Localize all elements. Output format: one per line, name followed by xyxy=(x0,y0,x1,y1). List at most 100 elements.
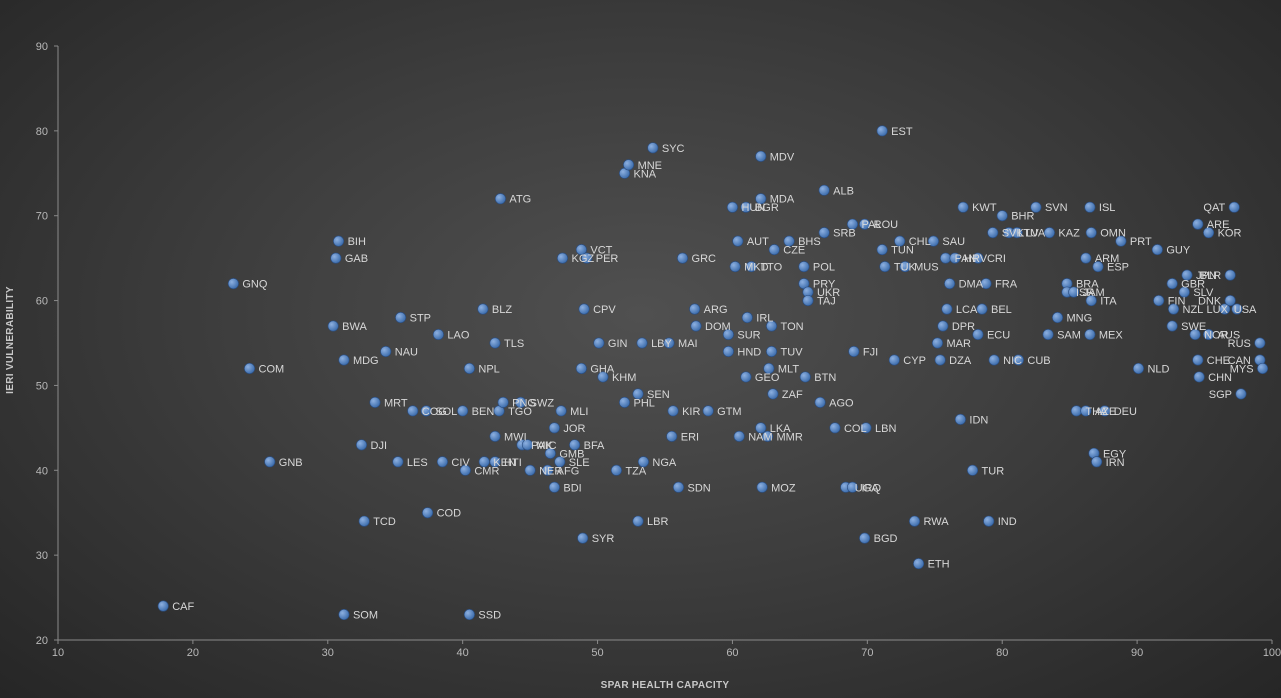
data-label: ROU xyxy=(874,219,899,231)
data-point xyxy=(879,261,891,273)
data-label: LCA xyxy=(956,304,978,316)
data-point xyxy=(1043,227,1055,239)
data-point xyxy=(1219,303,1231,315)
data-point xyxy=(432,329,444,341)
data-label: GMB xyxy=(559,448,584,460)
data-label: FIN xyxy=(1168,296,1186,308)
data-point xyxy=(497,396,509,408)
data-point xyxy=(798,261,810,273)
data-point xyxy=(983,515,995,527)
data-point xyxy=(894,235,906,247)
data-label: TUV xyxy=(781,346,804,358)
data-point xyxy=(1080,252,1092,264)
data-label: SVK xyxy=(1002,228,1025,240)
data-point xyxy=(941,303,953,315)
data-point xyxy=(244,362,256,374)
data-label: MAI xyxy=(678,338,698,350)
data-point xyxy=(647,142,659,154)
data-point xyxy=(726,201,738,213)
data-label: ESP xyxy=(1107,262,1129,274)
data-point xyxy=(980,278,992,290)
data-point xyxy=(542,464,554,476)
data-label: SRB xyxy=(833,228,856,240)
data-point xyxy=(745,261,757,273)
data-point xyxy=(876,125,888,137)
data-point xyxy=(957,201,969,213)
data-point xyxy=(766,320,778,332)
data-point xyxy=(619,396,631,408)
data-point xyxy=(846,481,858,493)
data-label: SWZ xyxy=(530,397,555,409)
data-label: GNQ xyxy=(242,279,268,291)
data-point xyxy=(859,532,871,544)
x-tick-label: 40 xyxy=(457,647,469,659)
data-point xyxy=(1178,286,1190,298)
data-label: NAM xyxy=(748,431,772,443)
data-point xyxy=(1052,312,1064,324)
data-point xyxy=(732,235,744,247)
data-point xyxy=(227,278,239,290)
data-label: PHL xyxy=(634,397,655,409)
data-point xyxy=(814,396,826,408)
data-point xyxy=(931,337,943,349)
y-tick-label: 60 xyxy=(36,296,48,308)
data-point xyxy=(954,413,966,425)
data-label: MIC xyxy=(536,440,556,452)
data-label: SAM xyxy=(1057,330,1081,342)
data-label: MDG xyxy=(353,355,379,367)
data-point xyxy=(927,235,939,247)
data-point xyxy=(702,405,714,417)
data-label: DEU xyxy=(1114,406,1137,418)
data-point xyxy=(637,456,649,468)
data-label: SEN xyxy=(647,389,670,401)
data-point xyxy=(972,252,984,264)
x-tick-label: 20 xyxy=(187,647,199,659)
data-label: ITA xyxy=(1100,296,1117,308)
data-label: IDN xyxy=(969,414,988,426)
data-label: IRQ xyxy=(861,482,881,494)
data-label: USA xyxy=(1234,304,1257,316)
data-point xyxy=(859,218,871,230)
data-point xyxy=(544,447,556,459)
data-label: BGR xyxy=(755,202,779,214)
data-label: MLT xyxy=(778,363,799,375)
data-point xyxy=(1085,227,1097,239)
data-point xyxy=(949,252,961,264)
data-point xyxy=(1151,244,1163,256)
data-point xyxy=(569,439,581,451)
data-label: PER xyxy=(596,253,619,265)
data-label: MDV xyxy=(770,151,795,163)
data-point xyxy=(996,210,1008,222)
data-point xyxy=(1192,218,1204,230)
data-point xyxy=(1203,329,1215,341)
data-labels: CAF SOM SSD GNQ COM GNB BIH GAB BWA MDG TCD DJI MRT S… xyxy=(172,126,1257,622)
data-label: SGP xyxy=(1209,389,1232,401)
data-label: GNB xyxy=(279,457,303,469)
data-label: SYR xyxy=(592,533,615,545)
data-label: COG xyxy=(422,406,447,418)
data-label: LES xyxy=(407,457,428,469)
data-label: CMR xyxy=(474,465,499,477)
data-label: COL xyxy=(844,423,867,435)
data-point xyxy=(755,193,767,205)
y-tick-label: 90 xyxy=(36,41,48,53)
data-label: NAU xyxy=(395,346,418,358)
data-point xyxy=(338,609,350,621)
data-point xyxy=(967,464,979,476)
data-label: NZL xyxy=(1183,304,1204,316)
data-label: ECU xyxy=(987,330,1010,342)
data-point xyxy=(555,405,567,417)
data-label: MNE xyxy=(638,160,662,172)
data-label: PRT xyxy=(1130,236,1152,248)
data-label: GTM xyxy=(717,406,741,418)
data-label: IRN xyxy=(1106,457,1125,469)
data-label: GEO xyxy=(755,372,780,384)
data-point xyxy=(457,405,469,417)
data-point xyxy=(888,354,900,366)
x-tick-label: 70 xyxy=(861,647,873,659)
data-label: QAT xyxy=(1203,202,1225,214)
y-tick-label: 20 xyxy=(36,635,48,647)
data-point xyxy=(976,303,988,315)
data-point xyxy=(1153,295,1165,307)
x-tick-label: 50 xyxy=(591,647,603,659)
